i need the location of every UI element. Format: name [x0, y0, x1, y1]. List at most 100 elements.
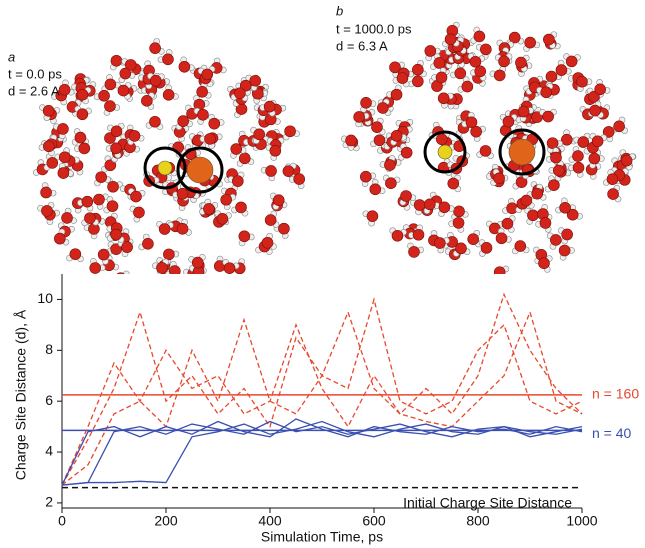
oxygen — [552, 164, 565, 177]
plot-area — [62, 274, 582, 508]
oxygen — [620, 154, 633, 167]
oxygen — [461, 80, 474, 93]
reference-label: Initial Charge Site Distance — [403, 494, 572, 510]
oxygen — [264, 214, 277, 226]
oxygen — [517, 105, 530, 118]
oxygen — [156, 262, 168, 274]
oxygen — [606, 173, 619, 185]
oxygen — [565, 55, 578, 68]
oxygen — [81, 195, 94, 208]
oxygen — [204, 133, 216, 145]
oxygen — [78, 142, 91, 155]
oxygen — [74, 131, 87, 144]
oxygen — [527, 209, 539, 222]
oxygen — [498, 55, 510, 68]
oxygen — [452, 217, 465, 229]
oxygen — [162, 89, 175, 101]
oxygen — [220, 193, 232, 206]
x-tick-label: 0 — [58, 513, 66, 529]
oxygen — [540, 86, 553, 99]
oxygen — [412, 75, 424, 88]
x-tick-label: 800 — [466, 513, 490, 529]
oxygen — [149, 115, 161, 128]
oxygen — [493, 172, 505, 185]
oxygen — [249, 74, 262, 87]
oxygen — [149, 74, 162, 87]
oxygen — [501, 217, 514, 230]
oxygen — [469, 55, 482, 68]
ion-ring — [498, 128, 546, 176]
oxygen — [95, 171, 107, 183]
series-line — [61, 418, 583, 486]
oxygen — [124, 59, 137, 71]
oxygen — [455, 242, 467, 255]
x-tick-label: 600 — [362, 513, 386, 529]
oxygen — [58, 83, 71, 96]
oxygen — [558, 244, 571, 257]
oxygen — [97, 248, 110, 261]
oxygen — [110, 243, 122, 255]
oxygen — [176, 222, 189, 235]
series-line — [61, 420, 583, 486]
oxygen — [538, 257, 550, 270]
oxygen — [454, 67, 467, 80]
oxygen — [69, 248, 82, 260]
oxygen — [548, 179, 560, 191]
oxygen — [607, 188, 619, 200]
oxygen — [543, 33, 555, 46]
ion — [186, 156, 214, 184]
oxygen — [88, 223, 100, 235]
oxygen — [435, 71, 448, 84]
oxygen — [384, 159, 396, 171]
oxygen — [539, 217, 552, 229]
oxygen — [588, 90, 600, 103]
panel-distance: d = 6.3 A — [336, 38, 388, 53]
oxygen — [57, 167, 70, 179]
oxygen — [480, 242, 493, 254]
oxygen — [594, 83, 606, 96]
oxygen — [412, 228, 425, 241]
panel-letter: b — [336, 3, 343, 18]
oxygen — [572, 150, 584, 162]
oxygen — [142, 237, 154, 250]
oxygen — [366, 210, 379, 222]
oxygen — [465, 116, 478, 129]
oxygen — [253, 128, 265, 141]
panel-distance: d = 2.6 A — [8, 83, 60, 98]
oxygen — [502, 115, 515, 128]
oxygen — [110, 228, 122, 241]
oxygen — [40, 186, 52, 199]
oxygen — [376, 102, 389, 114]
oxygen — [470, 125, 482, 138]
oxygen — [371, 121, 383, 133]
oxygen — [58, 151, 71, 164]
oxygen — [473, 30, 486, 43]
oxygen — [110, 54, 123, 67]
oxygen — [589, 104, 601, 117]
x-tick-label: 200 — [154, 513, 178, 529]
oxygen — [117, 84, 130, 97]
oxygen — [508, 31, 521, 44]
oxygen — [577, 136, 590, 148]
oxygen — [434, 237, 446, 249]
oxygen — [412, 63, 424, 76]
oxygen — [191, 256, 204, 269]
oxygen — [561, 228, 573, 241]
y-axis-label: Charge Site Distance (d), Å — [13, 309, 29, 480]
oxygen — [238, 230, 251, 243]
oxygen — [104, 78, 117, 91]
oxygen — [531, 187, 544, 200]
oxygen — [435, 133, 448, 146]
oxygen — [467, 233, 480, 245]
oxygen — [98, 89, 110, 102]
oxygen — [572, 161, 585, 174]
reference-label: n = 40 — [592, 425, 632, 441]
oxygen — [272, 194, 285, 206]
oxygen — [158, 223, 171, 235]
panel-time: t = 1000.0 ps — [336, 21, 412, 36]
oxygen — [107, 180, 119, 193]
series-line — [61, 310, 583, 486]
oxygen — [84, 212, 96, 224]
oxygen — [197, 108, 209, 121]
oxygen — [385, 177, 397, 190]
